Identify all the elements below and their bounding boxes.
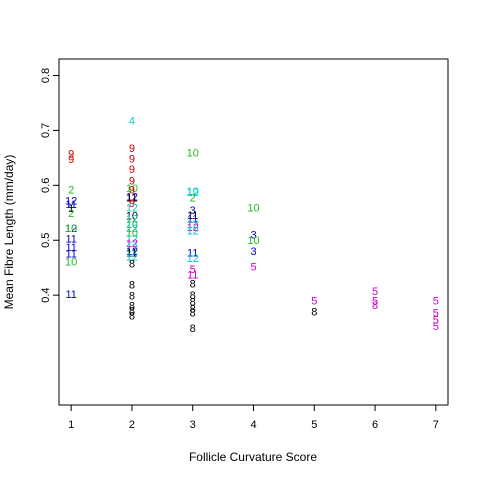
data-point: 8 — [129, 280, 135, 292]
data-point: 2 — [190, 192, 196, 204]
data-point: 10 — [247, 235, 259, 247]
data-point: 10 — [187, 147, 199, 159]
data-point: 8 — [129, 301, 135, 313]
data-point: 11 — [126, 247, 137, 259]
x-axis-title: Follicle Curvature Score — [189, 450, 317, 464]
y-tick-label: 0.7 — [40, 123, 52, 138]
data-point: 11 — [187, 213, 198, 225]
data-point: 12 — [126, 191, 138, 203]
data-point: 1 — [68, 203, 74, 215]
data-point: 11 — [65, 248, 76, 260]
data-point: 5 — [433, 314, 439, 326]
data-point: 9 — [129, 198, 135, 210]
data-point: 5 — [190, 264, 196, 276]
data-point: 3 — [250, 230, 256, 242]
data-point: 11 — [187, 247, 198, 259]
data-point: 11 — [65, 289, 76, 301]
data-point: 5 — [433, 296, 439, 308]
data-point: 8 — [311, 307, 317, 319]
data-point: 11 — [65, 234, 76, 246]
x-tick-label: 2 — [129, 419, 135, 431]
x-tick-label: 7 — [433, 419, 439, 431]
data-point: 12 — [126, 234, 138, 246]
y-tick-label: 0.6 — [40, 178, 52, 193]
data-points: 9921211121210111111101149999109121191210… — [65, 116, 439, 336]
data-point: 11 — [65, 199, 76, 211]
x-tick-label: 5 — [311, 419, 317, 431]
data-point: 5 — [372, 286, 378, 298]
data-point: 9 — [129, 164, 135, 176]
data-point: 8 — [129, 291, 135, 303]
data-point: 8 — [372, 300, 378, 312]
x-axis: 1 2 3 4 5 6 7 — [68, 405, 439, 431]
data-point: 5 — [311, 296, 317, 308]
data-point: 8 — [129, 310, 135, 322]
data-point: 8 — [190, 290, 196, 302]
data-point: 9 — [129, 175, 135, 187]
data-point: 11 — [65, 242, 76, 254]
data-point: 5 — [433, 321, 439, 333]
x-tick-label: 1 — [68, 419, 74, 431]
data-point: 8 — [129, 306, 135, 318]
data-point: 10 — [247, 202, 259, 214]
data-point: 9 — [129, 153, 135, 165]
data-point: 12 — [126, 213, 138, 225]
y-tick-label: 0.4 — [40, 288, 52, 303]
data-point: 12 — [126, 202, 138, 214]
data-point: 11 — [126, 192, 137, 204]
data-point: 5 — [372, 296, 378, 308]
x-tick-label: 4 — [250, 419, 256, 431]
data-point: 12 — [187, 253, 199, 265]
data-point: 12 — [126, 252, 138, 264]
data-point: 8 — [190, 308, 196, 320]
data-point: 9 — [68, 148, 74, 160]
data-point: 8 — [190, 297, 196, 309]
data-point: 12 — [187, 222, 199, 234]
data-point: 12 — [187, 219, 199, 231]
data-point: 12 — [126, 223, 138, 235]
data-point: 12 — [65, 196, 77, 208]
data-point: 10 — [65, 257, 77, 269]
data-point: 4 — [129, 116, 135, 128]
x-tick-label: 3 — [190, 419, 196, 431]
data-point: 2 — [68, 185, 74, 197]
y-axis: 0.4 0.5 0.6 0.7 0.8 — [40, 68, 59, 303]
data-point: 9 — [68, 154, 74, 166]
data-point: 12 — [187, 187, 199, 199]
data-point: 10 — [126, 219, 138, 231]
data-point: 5 — [433, 308, 439, 320]
data-point: 10 — [126, 211, 138, 223]
data-point: 8 — [190, 323, 196, 335]
data-point: 12 — [126, 238, 138, 250]
data-point: 12 — [187, 225, 199, 237]
data-point: 9 — [129, 143, 135, 155]
data-point: 8 — [190, 303, 196, 315]
data-point: 5 — [250, 262, 256, 274]
y-tick-label: 0.5 — [40, 233, 52, 248]
x-tick-label: 6 — [372, 419, 378, 431]
y-axis-title: Mean Fibre Length (mm/day) — [2, 155, 16, 310]
data-point: 10 — [126, 228, 138, 240]
data-point: 12 — [65, 223, 77, 235]
data-point: 9 — [129, 185, 135, 197]
data-point: 8 — [129, 258, 135, 270]
data-point: 11 — [187, 210, 198, 222]
data-point: 10 — [187, 186, 199, 198]
data-point: 11 — [187, 269, 198, 281]
data-point: 3 — [250, 246, 256, 258]
y-tick-label: 0.8 — [40, 68, 52, 83]
data-point: 10 — [65, 223, 77, 235]
data-point: 12 — [126, 242, 138, 254]
data-point: 2 — [68, 208, 74, 220]
data-point: 10 — [126, 183, 138, 195]
data-point: 12 — [126, 246, 138, 258]
data-point: 8 — [190, 279, 196, 291]
data-point: 3 — [190, 205, 196, 217]
